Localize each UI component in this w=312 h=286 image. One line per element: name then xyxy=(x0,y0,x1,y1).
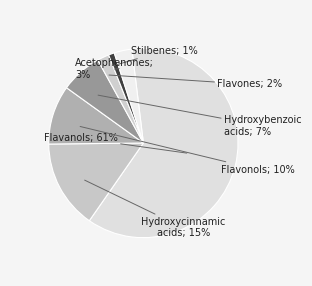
Text: Flavonols; 10%: Flavonols; 10% xyxy=(80,126,295,174)
Wedge shape xyxy=(109,53,144,143)
Wedge shape xyxy=(114,49,144,143)
Wedge shape xyxy=(98,55,144,143)
Text: Hydroxybenzoic
acids; 7%: Hydroxybenzoic acids; 7% xyxy=(98,95,301,137)
Text: Flavones; 2%: Flavones; 2% xyxy=(109,75,282,89)
Text: Flavanols; 61%: Flavanols; 61% xyxy=(44,133,187,153)
Wedge shape xyxy=(66,60,144,143)
Wedge shape xyxy=(49,88,144,144)
Wedge shape xyxy=(49,143,144,221)
Wedge shape xyxy=(89,48,238,238)
Text: Acetophenones;
3%: Acetophenones; 3% xyxy=(75,58,154,80)
Text: Stilbenes; 1%: Stilbenes; 1% xyxy=(113,46,197,66)
Text: Hydroxycinnamic
acids; 15%: Hydroxycinnamic acids; 15% xyxy=(85,180,225,239)
